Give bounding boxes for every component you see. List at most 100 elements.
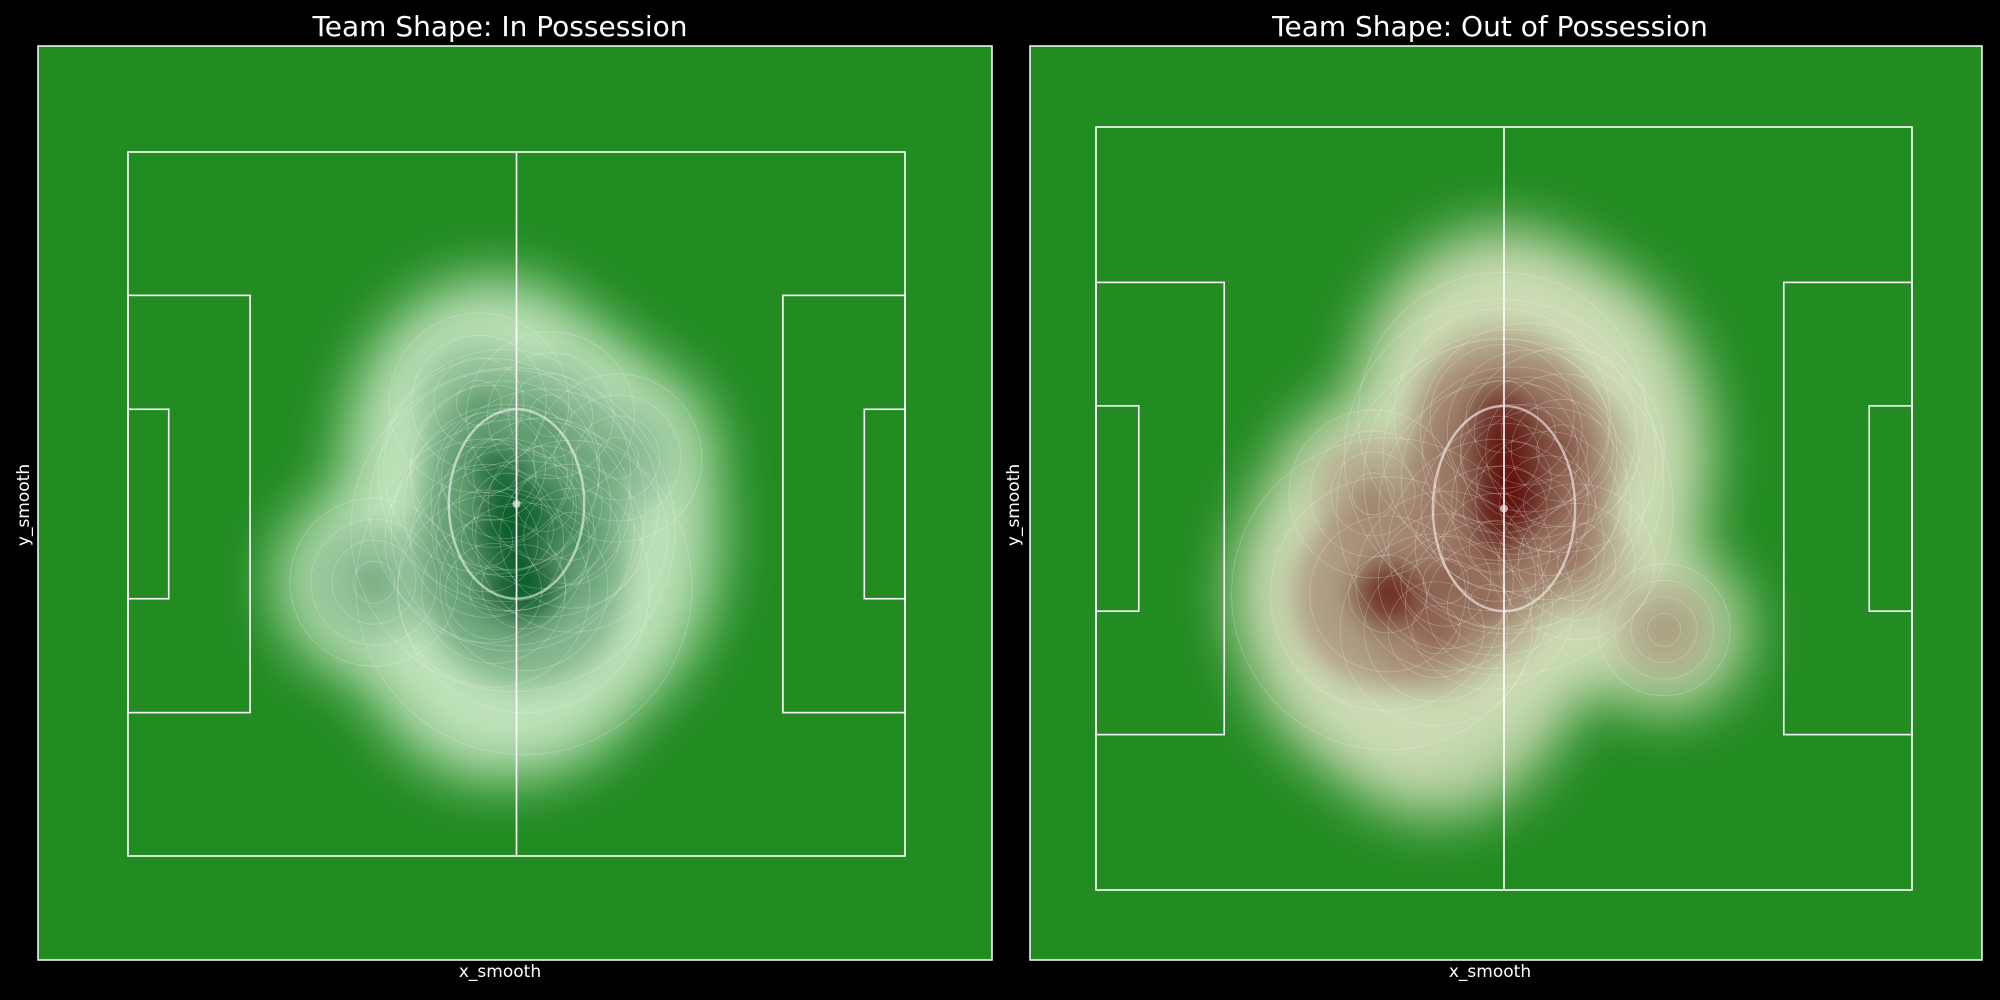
density-core — [355, 563, 393, 601]
density-contour — [1473, 376, 1583, 486]
density-contour — [1446, 349, 1610, 513]
density-contour — [430, 388, 660, 618]
density-core — [1352, 558, 1423, 630]
density-core — [1526, 482, 1569, 525]
density-contour — [352, 560, 396, 604]
density-core — [472, 570, 515, 613]
density-contour — [1447, 563, 1532, 648]
density-contour — [1462, 465, 1548, 550]
density-contour — [368, 369, 646, 647]
density-contour — [466, 331, 635, 501]
density-contour — [1348, 554, 1428, 634]
density-contour — [437, 438, 577, 578]
density-contour — [1451, 407, 1645, 601]
density-contour — [1422, 558, 1469, 605]
density-layer — [275, 276, 722, 782]
density-contour — [1485, 373, 1640, 528]
density-contour — [1336, 339, 1674, 676]
density-contour — [1414, 465, 1578, 629]
density-contour — [384, 438, 590, 644]
density-contour — [388, 312, 570, 494]
density-contour — [523, 487, 621, 585]
density-contour — [331, 539, 417, 625]
density-contour — [409, 380, 600, 571]
density-layer — [1231, 226, 1749, 820]
density-contour — [1426, 542, 1553, 669]
density-core — [458, 383, 499, 423]
density-contour — [1460, 415, 1540, 495]
density-contour — [1429, 343, 1575, 489]
density-contour — [1378, 381, 1632, 634]
density-contour — [1405, 521, 1574, 690]
density-contour — [508, 373, 593, 459]
density-contour — [1400, 366, 1627, 593]
density-contour — [410, 463, 564, 618]
density-contour — [1468, 584, 1511, 627]
density-contour — [529, 394, 572, 438]
density-contour — [439, 502, 609, 672]
density-contour — [410, 384, 574, 548]
density-core — [1354, 475, 1392, 513]
density-contour — [499, 463, 645, 609]
density-contour — [433, 357, 525, 449]
density-contour — [1357, 271, 1647, 561]
density-contour — [1500, 403, 1556, 459]
density-contour — [1459, 347, 1665, 553]
density-contour — [1363, 557, 1509, 703]
density-contour — [1556, 541, 1597, 582]
density-contour — [464, 438, 520, 494]
density-contour — [1387, 581, 1485, 679]
density-core — [1649, 615, 1679, 644]
density-contour — [350, 367, 676, 693]
density-contour — [1475, 441, 1552, 518]
density-contour — [1363, 328, 1665, 630]
density-contour — [1420, 423, 1590, 592]
density-contour — [289, 497, 459, 667]
density-contour — [1517, 502, 1636, 621]
density-contour — [1393, 307, 1611, 525]
heatmap-in-possession — [37, 45, 993, 961]
density-contour — [383, 357, 601, 575]
density-contour — [1438, 403, 1590, 555]
x-axis-label: x_smooth — [1448, 962, 1532, 982]
centre-circle — [1431, 404, 1577, 613]
density-contour — [472, 472, 543, 543]
six-yard-box-right — [863, 408, 906, 600]
chart-title: Team Shape: Out of Possession — [1272, 10, 1708, 43]
density-contour — [1377, 513, 1514, 650]
density-contour — [1498, 483, 1656, 641]
density-contour — [461, 514, 513, 567]
density-contour — [441, 412, 568, 539]
density-core — [599, 439, 637, 477]
density-contour — [1510, 398, 1614, 502]
density-contour — [471, 488, 554, 571]
density-core — [1426, 561, 1466, 602]
panel-in-possession: Team Shape: In Possession y_smooth x_smo… — [14, 10, 993, 982]
density-contour — [1400, 535, 1492, 627]
density-contour — [1597, 563, 1731, 697]
density-contour — [1465, 379, 1539, 453]
density-contour — [421, 519, 566, 664]
density-contour — [1468, 519, 1524, 575]
density-contour — [1630, 596, 1698, 664]
density-contour — [403, 403, 612, 612]
density-contour — [431, 448, 595, 612]
density-core — [467, 442, 516, 491]
density-contour — [1421, 376, 1579, 534]
centre-spot — [512, 500, 521, 508]
chart-title: Team Shape: In Possession — [312, 10, 688, 43]
density-contour — [533, 373, 703, 543]
x-axis-label: x_smooth — [458, 962, 542, 982]
density-contour — [410, 334, 547, 471]
density-contour — [1523, 479, 1573, 529]
centre-spot — [1500, 504, 1508, 513]
density-core — [1471, 587, 1508, 624]
density-core — [1414, 608, 1458, 651]
density-contour — [355, 418, 693, 756]
density-contour — [1309, 430, 1437, 558]
density-contour — [475, 439, 669, 633]
density-core — [519, 477, 571, 529]
six-yard-box-left — [1095, 405, 1140, 612]
density-contour — [1288, 409, 1458, 579]
density-contour — [1387, 438, 1605, 656]
